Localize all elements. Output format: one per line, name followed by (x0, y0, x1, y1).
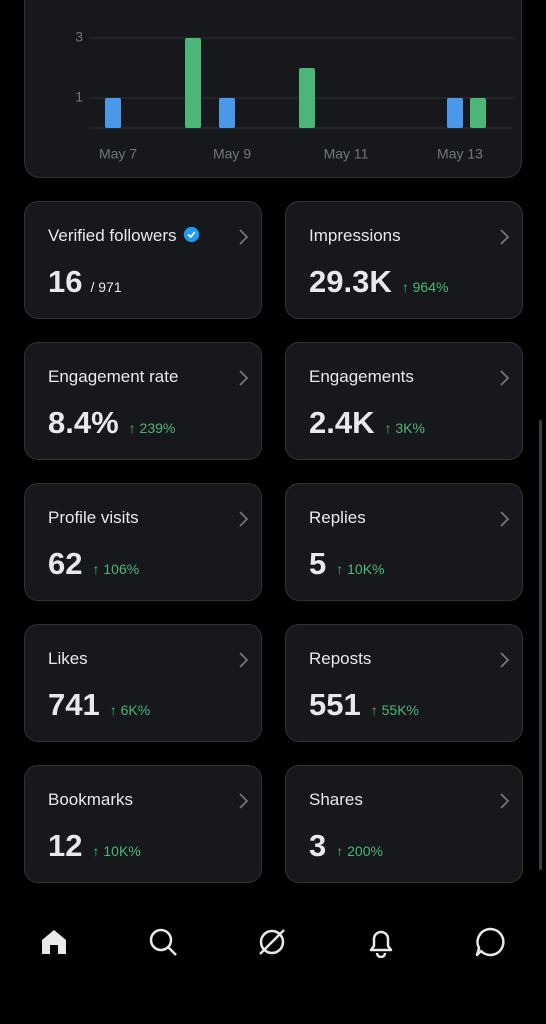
card-change: ↑ 55K% (370, 702, 419, 718)
card-value: 5 (309, 546, 327, 581)
label-text: Impressions (309, 226, 401, 245)
grok-icon[interactable] (256, 926, 288, 958)
card-label: Reposts (309, 649, 371, 669)
label-text: Bookmarks (48, 790, 134, 809)
chevron (239, 652, 249, 668)
chevron (500, 511, 510, 527)
verified-badge (183, 226, 199, 243)
search-icon[interactable] (147, 926, 179, 958)
card-change: ↑ 106% (92, 561, 140, 577)
bar (470, 98, 486, 128)
card-value: 551 (309, 687, 361, 722)
messages-icon[interactable] (474, 926, 506, 958)
label-text: Replies (309, 508, 366, 527)
metric-card[interactable]: Likes 741 ↑ 6K% (24, 624, 262, 742)
metric-card[interactable]: Bookmarks 12 ↑ 10K% (24, 765, 262, 883)
bar (185, 38, 201, 128)
bar (299, 68, 315, 128)
card-value: 3 (309, 828, 327, 863)
card-change: ↑ 239% (128, 420, 176, 436)
card-value: 29.3K (309, 264, 392, 299)
chevron (500, 370, 510, 386)
chevron (500, 793, 510, 809)
scrollbar (539, 420, 542, 870)
card-value-row: 551 ↑ 55K% (309, 687, 419, 723)
metric-card[interactable]: Verified followers 16 / 971 (24, 201, 262, 319)
label-text: Verified followers (48, 226, 177, 245)
card-label: Replies (309, 508, 366, 528)
card-value-row: 62 ↑ 106% (48, 546, 139, 582)
bar (105, 98, 121, 128)
chevron (500, 229, 510, 245)
bar (447, 98, 463, 128)
metric-card[interactable]: Profile visits 62 ↑ 106% (24, 483, 262, 601)
notifications-icon[interactable] (365, 926, 397, 958)
card-value: 12 (48, 828, 83, 863)
card-label: Engagement rate (48, 367, 178, 387)
chevron (239, 229, 249, 245)
metric-card[interactable]: Replies 5 ↑ 10K% (285, 483, 523, 601)
card-label: Engagements (309, 367, 414, 387)
card-value: 2.4K (309, 405, 375, 440)
metric-card[interactable]: Engagements 2.4K ↑ 3K% (285, 342, 523, 460)
card-value-row: 5 ↑ 10K% (309, 546, 385, 582)
chevron (500, 652, 510, 668)
chevron (239, 370, 249, 386)
card-label: Likes (48, 649, 88, 669)
card-change: ↑ 964% (401, 279, 449, 295)
label-text: Likes (48, 649, 88, 668)
x-tick-label: May 7 (99, 146, 137, 162)
card-label: Verified followers (48, 226, 200, 246)
y-tick-label: 3 (75, 29, 83, 45)
x-tick-label: May 13 (437, 146, 483, 162)
card-value-row: 29.3K ↑ 964% (309, 264, 448, 300)
metric-card[interactable]: Engagement rate 8.4% ↑ 239% (24, 342, 262, 460)
metric-card[interactable]: Shares 3 ↑ 200% (285, 765, 523, 883)
x-tick-label: May 11 (324, 146, 369, 162)
card-label: Bookmarks (48, 790, 133, 810)
bar (219, 98, 235, 128)
card-value: 741 (48, 687, 100, 722)
card-label: Profile visits (48, 508, 139, 528)
card-value-row: 8.4% ↑ 239% (48, 405, 175, 441)
label-text: Engagements (309, 367, 414, 386)
home-icon[interactable] (38, 926, 70, 958)
card-label: Shares (309, 790, 363, 810)
card-change: ↑ 10K% (336, 561, 385, 577)
card-value-row: 12 ↑ 10K% (48, 828, 141, 864)
card-value: 62 (48, 546, 83, 581)
label-text: Reposts (309, 649, 372, 668)
card-value: 8.4% (48, 405, 119, 440)
card-value-row: 741 ↑ 6K% (48, 687, 150, 723)
card-value-row: 16 / 971 (48, 264, 122, 300)
metric-card[interactable]: Impressions 29.3K ↑ 964% (285, 201, 523, 319)
card-sub: / 971 (90, 279, 122, 295)
label-text: Engagement rate (48, 367, 179, 386)
card-label: Impressions (309, 226, 401, 246)
chevron (239, 511, 249, 527)
x-tick-label: May 9 (213, 146, 251, 162)
chart: 1 3 May 7 May 9 May 11 May 13 (75, 29, 513, 162)
card-value-row: 3 ↑ 200% (309, 828, 383, 864)
card-change: ↑ 200% (336, 843, 383, 859)
card-change: ↑ 3K% (384, 420, 425, 436)
y-tick-label: 1 (75, 89, 83, 105)
chart-card: 1 3 May 7 May 9 May 11 May 13 (24, 0, 522, 178)
label-text: Profile visits (48, 508, 139, 527)
label-text: Shares (309, 790, 363, 809)
card-change: ↑ 6K% (109, 702, 151, 718)
card-change: ↑ 10K% (92, 843, 141, 859)
card-value-row: 2.4K ↑ 3K% (309, 405, 425, 441)
metric-card[interactable]: Reposts 551 ↑ 55K% (285, 624, 523, 742)
card-value: 16 (48, 264, 83, 299)
chevron (239, 793, 249, 809)
